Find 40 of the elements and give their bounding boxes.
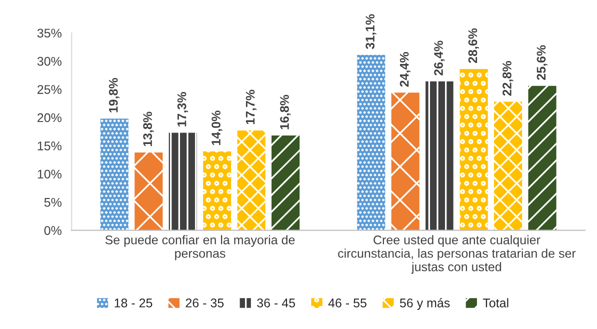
data-label: 31,1% (366, 14, 376, 50)
legend-label: 46 - 55 (328, 298, 366, 308)
y-tick-label: 25% (38, 85, 62, 94)
bar (528, 86, 556, 230)
data-label: 19,8% (108, 78, 120, 112)
legend-label: 18 - 25 (114, 298, 152, 308)
y-tick-label: 10% (38, 170, 62, 179)
bar (203, 151, 232, 230)
data-label: 13,8% (143, 112, 154, 146)
data-label: 22,8% (502, 61, 514, 96)
y-tick-label: 5% (44, 198, 62, 207)
data-label: 17,3% (177, 92, 188, 126)
data-label: 24,4% (400, 52, 411, 87)
x-tick-label: Se puede confiar en la mayoria de personas (105, 235, 295, 260)
data-label: 17,7% (246, 90, 257, 124)
bar (357, 54, 386, 230)
legend-label: 36 - 45 (257, 298, 296, 308)
data-label: 25,6% (536, 45, 548, 80)
legend-label: Total (482, 298, 508, 308)
data-label: 14,0% (212, 110, 222, 145)
y-tick-label: 15% (38, 142, 62, 150)
bar (426, 81, 454, 230)
data-label: 28,6% (468, 28, 479, 64)
bar (168, 132, 197, 230)
bar (134, 152, 163, 230)
data-label: 16,8% (280, 94, 291, 130)
bar (494, 102, 522, 230)
legend-label: 56 y más (400, 298, 450, 310)
y-tick-label: 30% (37, 56, 62, 66)
x-tick-label: Cree usted que ante cualquier circunstancia, las personas tratarian de ser justas con usted (338, 235, 576, 274)
y-tick-label: 0% (44, 226, 62, 235)
legend-label: 26 - 35 (186, 298, 224, 308)
bar (237, 130, 266, 230)
bar (460, 68, 488, 230)
bar (100, 118, 128, 230)
y-tick-label: 20% (38, 113, 62, 122)
data-label: 26,4% (434, 40, 445, 76)
bar (272, 136, 300, 230)
y-tick-label: 35% (37, 28, 62, 38)
bar (391, 92, 420, 230)
